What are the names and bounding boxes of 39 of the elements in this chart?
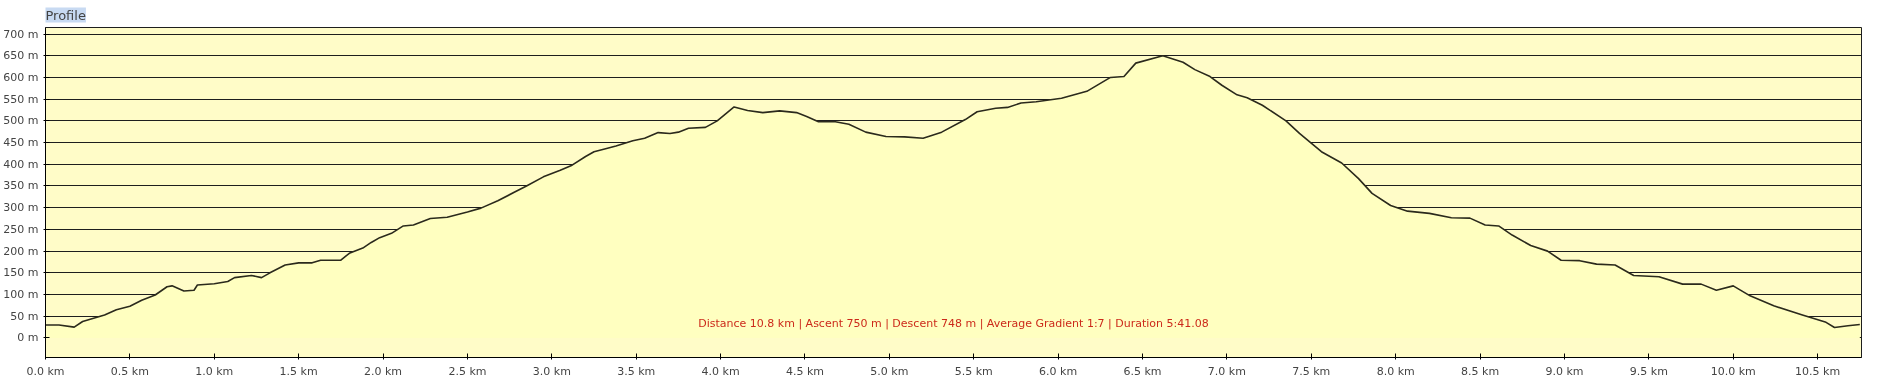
y-tick-label: 150 m: [3, 266, 39, 280]
x-tick-label: 5.0 km: [870, 364, 909, 378]
x-tick-label: 3.5 km: [617, 364, 656, 378]
x-tick-label: 10.5 km: [1795, 364, 1841, 378]
x-tick-label: 6.0 km: [1039, 364, 1078, 378]
x-tick-label: 7.0 km: [1207, 364, 1246, 378]
y-tick-label: 250 m: [3, 222, 39, 236]
x-tick-label: 8.5 km: [1461, 364, 1500, 378]
x-tick-label: 4.0 km: [701, 364, 740, 378]
x-tick-label: 6.5 km: [1123, 364, 1162, 378]
x-tick-label: 1.0 km: [195, 364, 234, 378]
annotation: Distance 10.8 km | Ascent 750 m | Descent 748 m | Average Gradient 1:7 | Duration 5:41.08: [698, 316, 1209, 330]
y-tick-label: 100 m: [3, 288, 39, 302]
y-tick-label: 0 m: [17, 331, 39, 345]
y-tick-label: 400 m: [3, 157, 39, 171]
x-tick-label: 4.5 km: [785, 364, 825, 378]
y-tick-label: 300 m: [3, 201, 39, 215]
x-tick-label: 2.0 km: [364, 364, 403, 378]
x-tick-label: 2.5 km: [448, 364, 487, 378]
y-tick-label: 600 m: [3, 70, 39, 84]
y-tick-label: 500 m: [3, 114, 39, 128]
y-tick-label: 450 m: [3, 136, 39, 150]
x-tick-label: 9.0 km: [1545, 364, 1584, 378]
x-tick-label: 1.5 km: [279, 364, 318, 378]
x-tick-label: 0.0 km: [26, 364, 65, 378]
y-tick-label: 650 m: [3, 49, 39, 63]
x-tick-label: 10.0 km: [1710, 364, 1756, 378]
chart-title: Profile: [45, 7, 86, 23]
x-tick-label: 7.5 km: [1292, 364, 1331, 378]
y-tick-label: 700 m: [3, 27, 39, 41]
y-tick-label: 200 m: [3, 244, 39, 258]
x-tick-label: 9.5 km: [1629, 364, 1668, 378]
x-tick-label: 0.5 km: [110, 364, 149, 378]
y-tick-label: 50 m: [10, 309, 39, 323]
y-tick-label: 350 m: [3, 179, 39, 193]
x-tick-label: 8.0 km: [1376, 364, 1415, 378]
x-tick-label: 5.5 km: [954, 364, 993, 378]
y-tick-label: 550 m: [3, 92, 39, 106]
x-tick-label: 3.0 km: [532, 364, 571, 378]
